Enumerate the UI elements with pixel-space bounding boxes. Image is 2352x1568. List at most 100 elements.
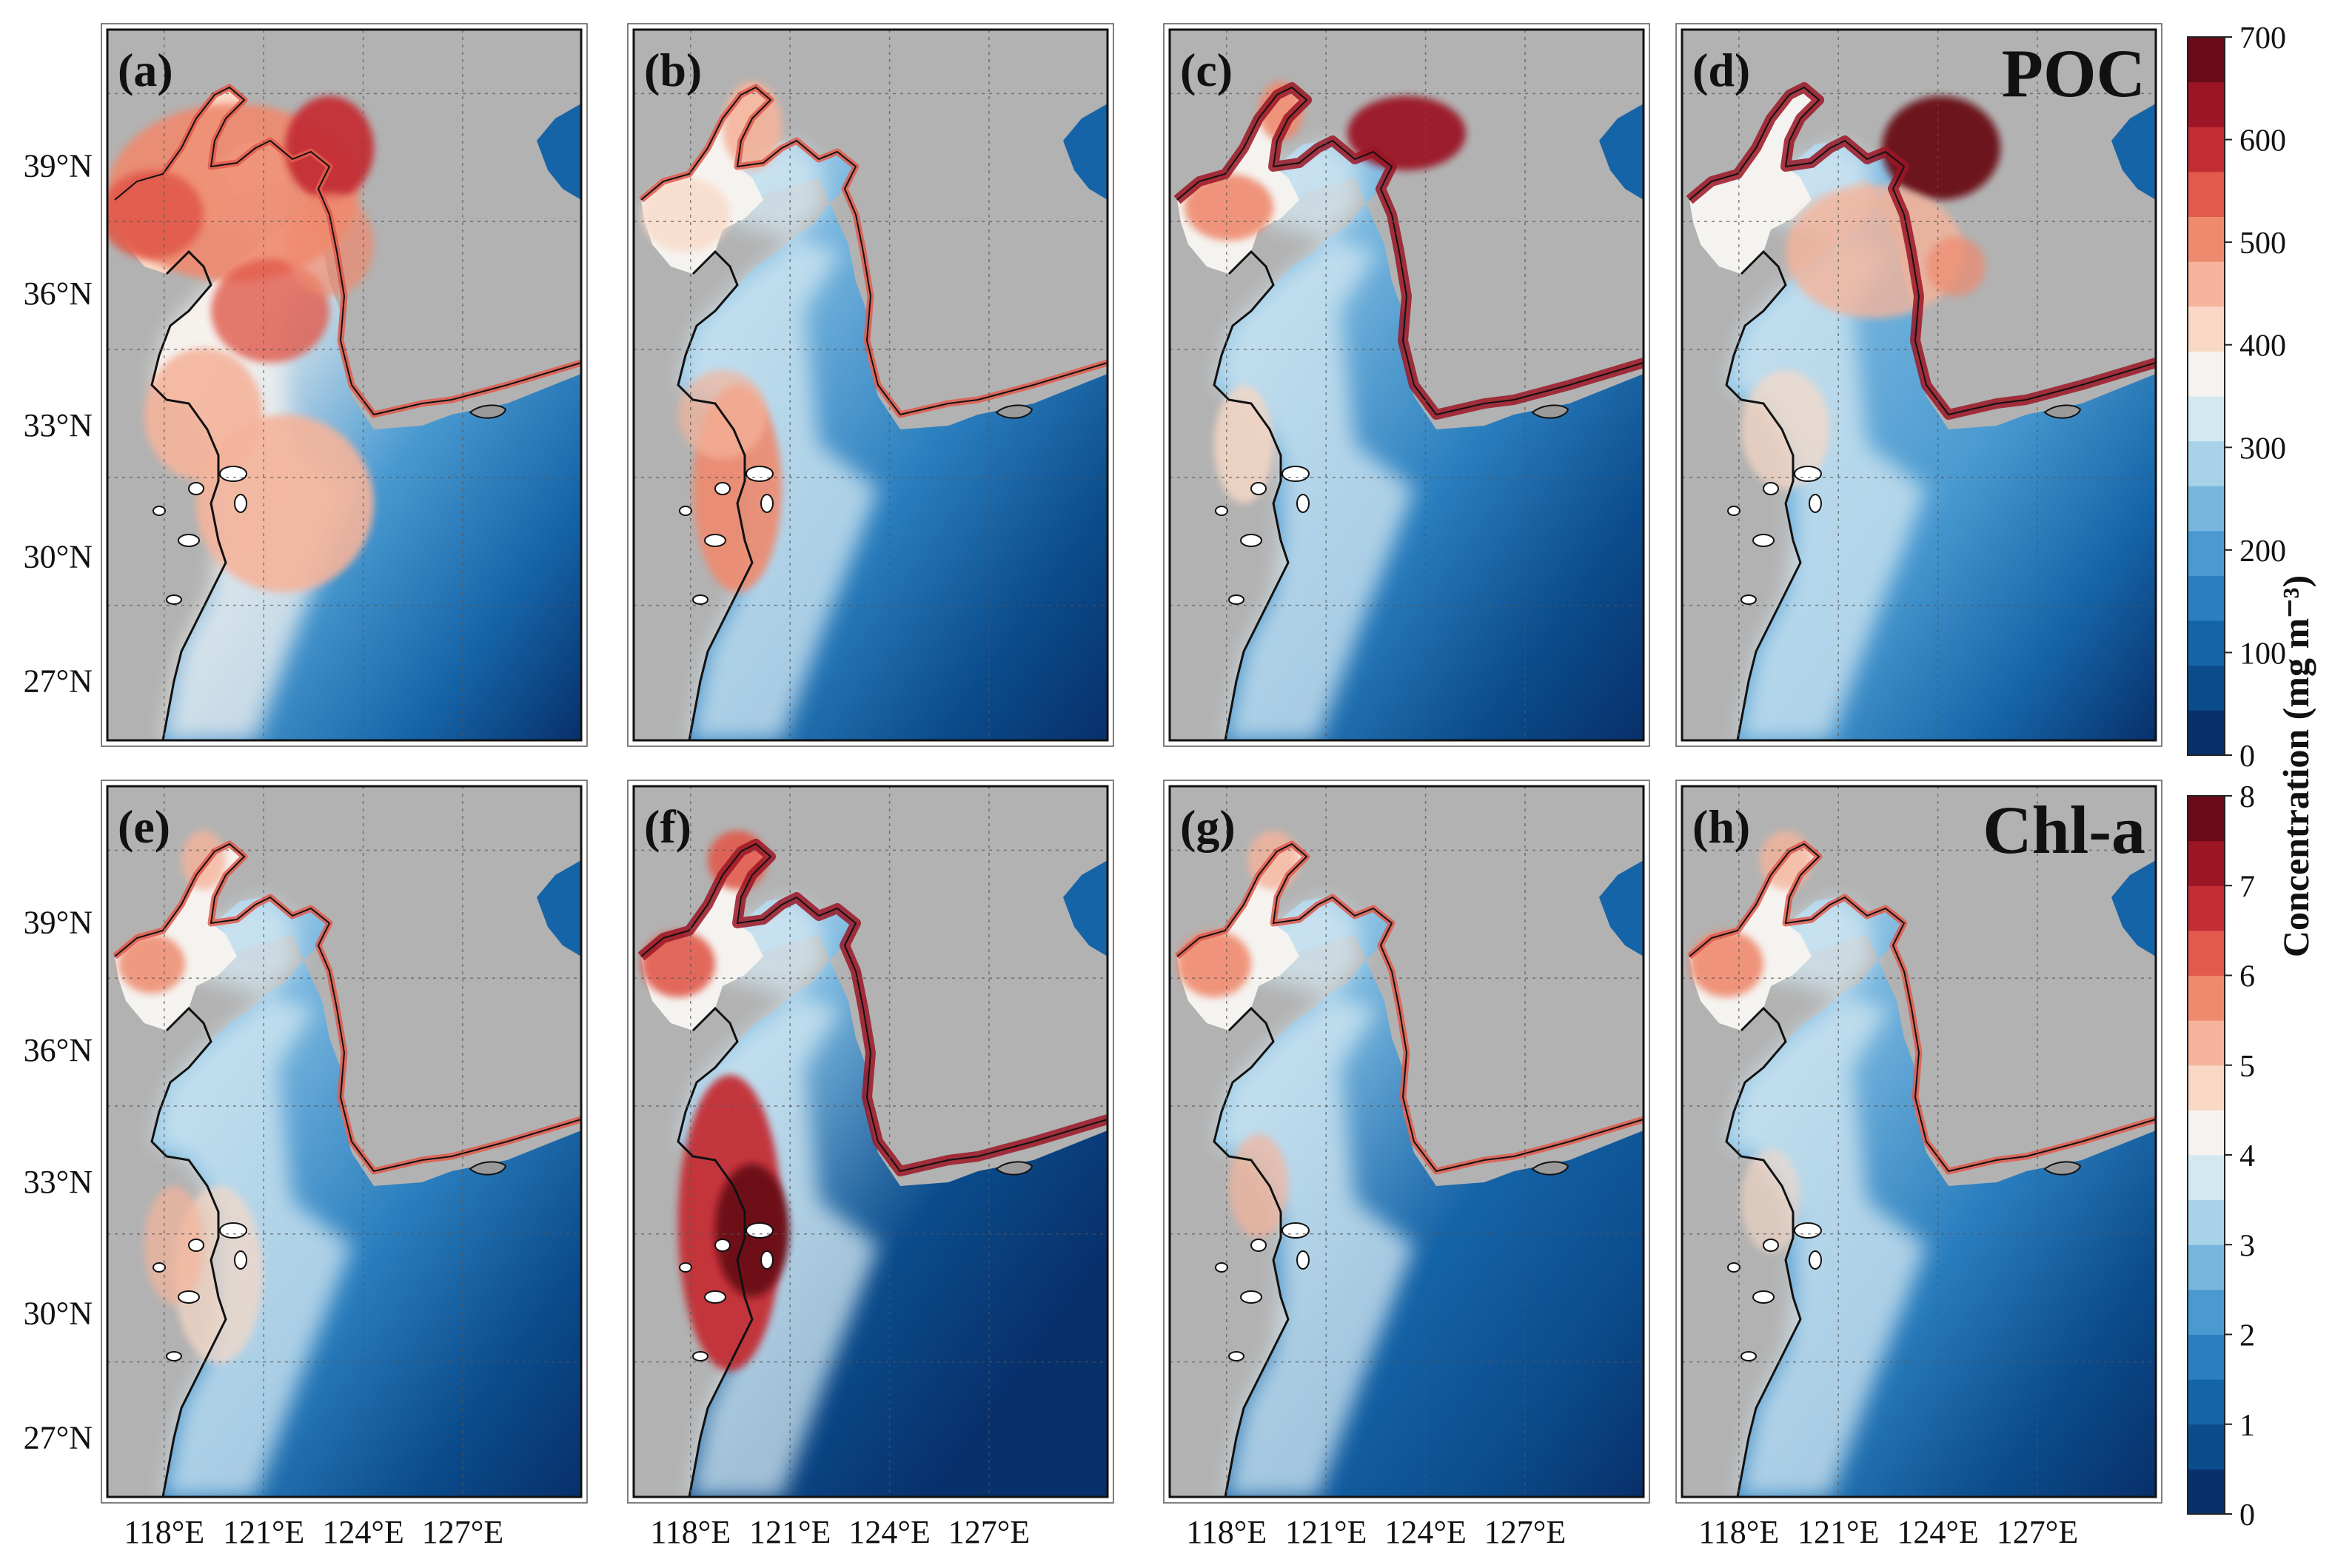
colorbar-segment xyxy=(2188,530,2225,576)
colorbar-segment xyxy=(2188,975,2225,1021)
colorbar-segment xyxy=(2188,171,2225,217)
colorbar-chla: 0 1 2 3 4 5 6 7 8 xyxy=(2187,780,2255,1532)
colorbar-segment xyxy=(2188,1379,2225,1425)
longitude-tick-label: 124°E xyxy=(322,1514,403,1550)
longitude-tick-label: 118°E xyxy=(1186,1514,1267,1550)
colorbar-segment xyxy=(2188,486,2225,532)
jeju-island xyxy=(469,1161,507,1176)
longitude-tick-label: 121°E xyxy=(1797,1514,1879,1550)
colorbar-tick-label: 100 xyxy=(2239,637,2286,671)
latitude-tick-label: 33°N xyxy=(24,407,93,443)
colorbar-segment xyxy=(2188,885,2225,931)
colorbar-segment xyxy=(2188,440,2225,486)
east-sea xyxy=(1063,860,1108,956)
jeju-island xyxy=(1531,1161,1569,1176)
map-panels: (a) (b) (c) (d) POC (e) (f) (g) (h) Chl-a xyxy=(101,23,2162,1504)
map-panel: (h) Chl-a xyxy=(1675,780,2162,1504)
colorbar-tick-label: 0 xyxy=(2239,740,2255,774)
colorbar-segment xyxy=(2188,351,2225,397)
china-coastline xyxy=(677,1006,754,1497)
map-panel: (b) xyxy=(627,23,1114,747)
panel-label: (e) xyxy=(118,800,170,853)
east-sea xyxy=(537,860,581,956)
colorbar-tick-label: 8 xyxy=(2239,780,2255,814)
east-sea xyxy=(537,104,581,200)
latitude-tick-label: 39°N xyxy=(24,147,93,184)
china-coastline xyxy=(150,1006,227,1497)
colorbar-tick-label: 5 xyxy=(2239,1050,2255,1084)
panel-frame xyxy=(1681,28,2157,742)
latitude-tick-label: 33°N xyxy=(24,1164,93,1200)
panel-frame xyxy=(1168,28,1645,742)
longitude-tick-label: 127°E xyxy=(948,1514,1030,1550)
longitude-tick-label: 127°E xyxy=(422,1514,503,1550)
latitude-tick-label: 30°N xyxy=(24,538,93,574)
colorbar-segment xyxy=(2188,261,2225,307)
colorbar-poc: 0 100 200 300 400 500 600 700 xyxy=(2187,21,2286,774)
colorbar-segment xyxy=(2188,81,2225,127)
jeju-island xyxy=(995,1161,1033,1176)
colorbar-segment xyxy=(2188,306,2225,352)
latitude-tick-label: 30°N xyxy=(24,1295,93,1331)
colorbar-segment xyxy=(2188,216,2225,262)
longitude-ticks: 118°E 121°E 124°E 127°E 118°E 121°E 124°E 127°E… xyxy=(124,1514,2078,1550)
china-coastline xyxy=(1213,1006,1290,1497)
map-panel: (a) xyxy=(101,23,588,747)
panel-frame xyxy=(1168,785,1645,1498)
colorbar-segment xyxy=(2188,37,2225,83)
latitude-tick-label: 39°N xyxy=(24,904,93,940)
panel-label: (h) xyxy=(1692,800,1750,853)
jeju-island xyxy=(995,404,1033,419)
east-sea xyxy=(2111,104,2156,200)
longitude-tick-label: 127°E xyxy=(1997,1514,2078,1550)
colorbar-tick-label: 500 xyxy=(2239,227,2286,261)
colorbar-segment xyxy=(2188,1065,2225,1110)
map-panel: (g) xyxy=(1163,780,1650,1504)
longitude-tick-label: 127°E xyxy=(1484,1514,1566,1550)
panel-frame xyxy=(106,785,583,1498)
colorbar-segment xyxy=(2188,1155,2225,1201)
longitude-tick-label: 124°E xyxy=(1384,1514,1466,1550)
panel-frame xyxy=(632,785,1109,1498)
jeju-island xyxy=(469,404,507,419)
panel-label: (g) xyxy=(1180,800,1236,853)
colorbar-tick-label: 300 xyxy=(2239,432,2286,466)
panel-frame xyxy=(632,28,1109,742)
latitude-ticks-row1: 39°N 36°N 33°N 30°N 27°N xyxy=(24,147,93,699)
longitude-tick-label: 118°E xyxy=(1698,1514,1779,1550)
bohai-sea xyxy=(1689,87,1819,274)
colorbar-tick-label: 400 xyxy=(2239,329,2286,363)
panel-label: (a) xyxy=(118,44,173,96)
colorbar-tick-label: 7 xyxy=(2239,870,2255,904)
longitude-tick-label: 124°E xyxy=(1897,1514,1978,1550)
colorbar-label: Concentration (mg m⁻³) xyxy=(2275,575,2316,957)
colorbar-segment xyxy=(2188,1469,2225,1515)
china-coastline xyxy=(1725,249,1802,740)
colorbar-tick-label: 700 xyxy=(2239,21,2286,56)
panel-frame xyxy=(1681,785,2157,1498)
longitude-tick-label: 124°E xyxy=(848,1514,930,1550)
longitude-tick-label: 121°E xyxy=(749,1514,831,1550)
colorbar-segment xyxy=(2188,396,2225,442)
latitude-ticks-row2: 39°N 36°N 33°N 30°N 27°N xyxy=(24,904,93,1455)
panel-label: (c) xyxy=(1180,44,1233,96)
map-panel: (e) xyxy=(101,780,588,1504)
variable-title: Chl-a xyxy=(1983,792,2145,868)
colorbar-segment xyxy=(2188,930,2225,976)
map-panel: (c) xyxy=(1163,23,1650,747)
colorbar-segment xyxy=(2188,1199,2225,1245)
china-coastline xyxy=(1725,1006,1802,1497)
colorbar-segment xyxy=(2188,796,2225,842)
longitude-tick-label: 121°E xyxy=(1285,1514,1367,1550)
china-coastline xyxy=(677,249,754,740)
colorbar-tick-label: 600 xyxy=(2239,124,2286,158)
colorbar-segment xyxy=(2188,1424,2225,1470)
east-sea xyxy=(1599,104,1644,200)
colorbar-segment xyxy=(2188,127,2225,172)
colorbar-tick-label: 200 xyxy=(2239,535,2286,569)
colorbar-tick-label: 6 xyxy=(2239,960,2255,994)
longitude-tick-label: 118°E xyxy=(124,1514,204,1550)
map-panel: (d) POC xyxy=(1675,23,2162,747)
map-panel: (f) xyxy=(627,780,1114,1504)
